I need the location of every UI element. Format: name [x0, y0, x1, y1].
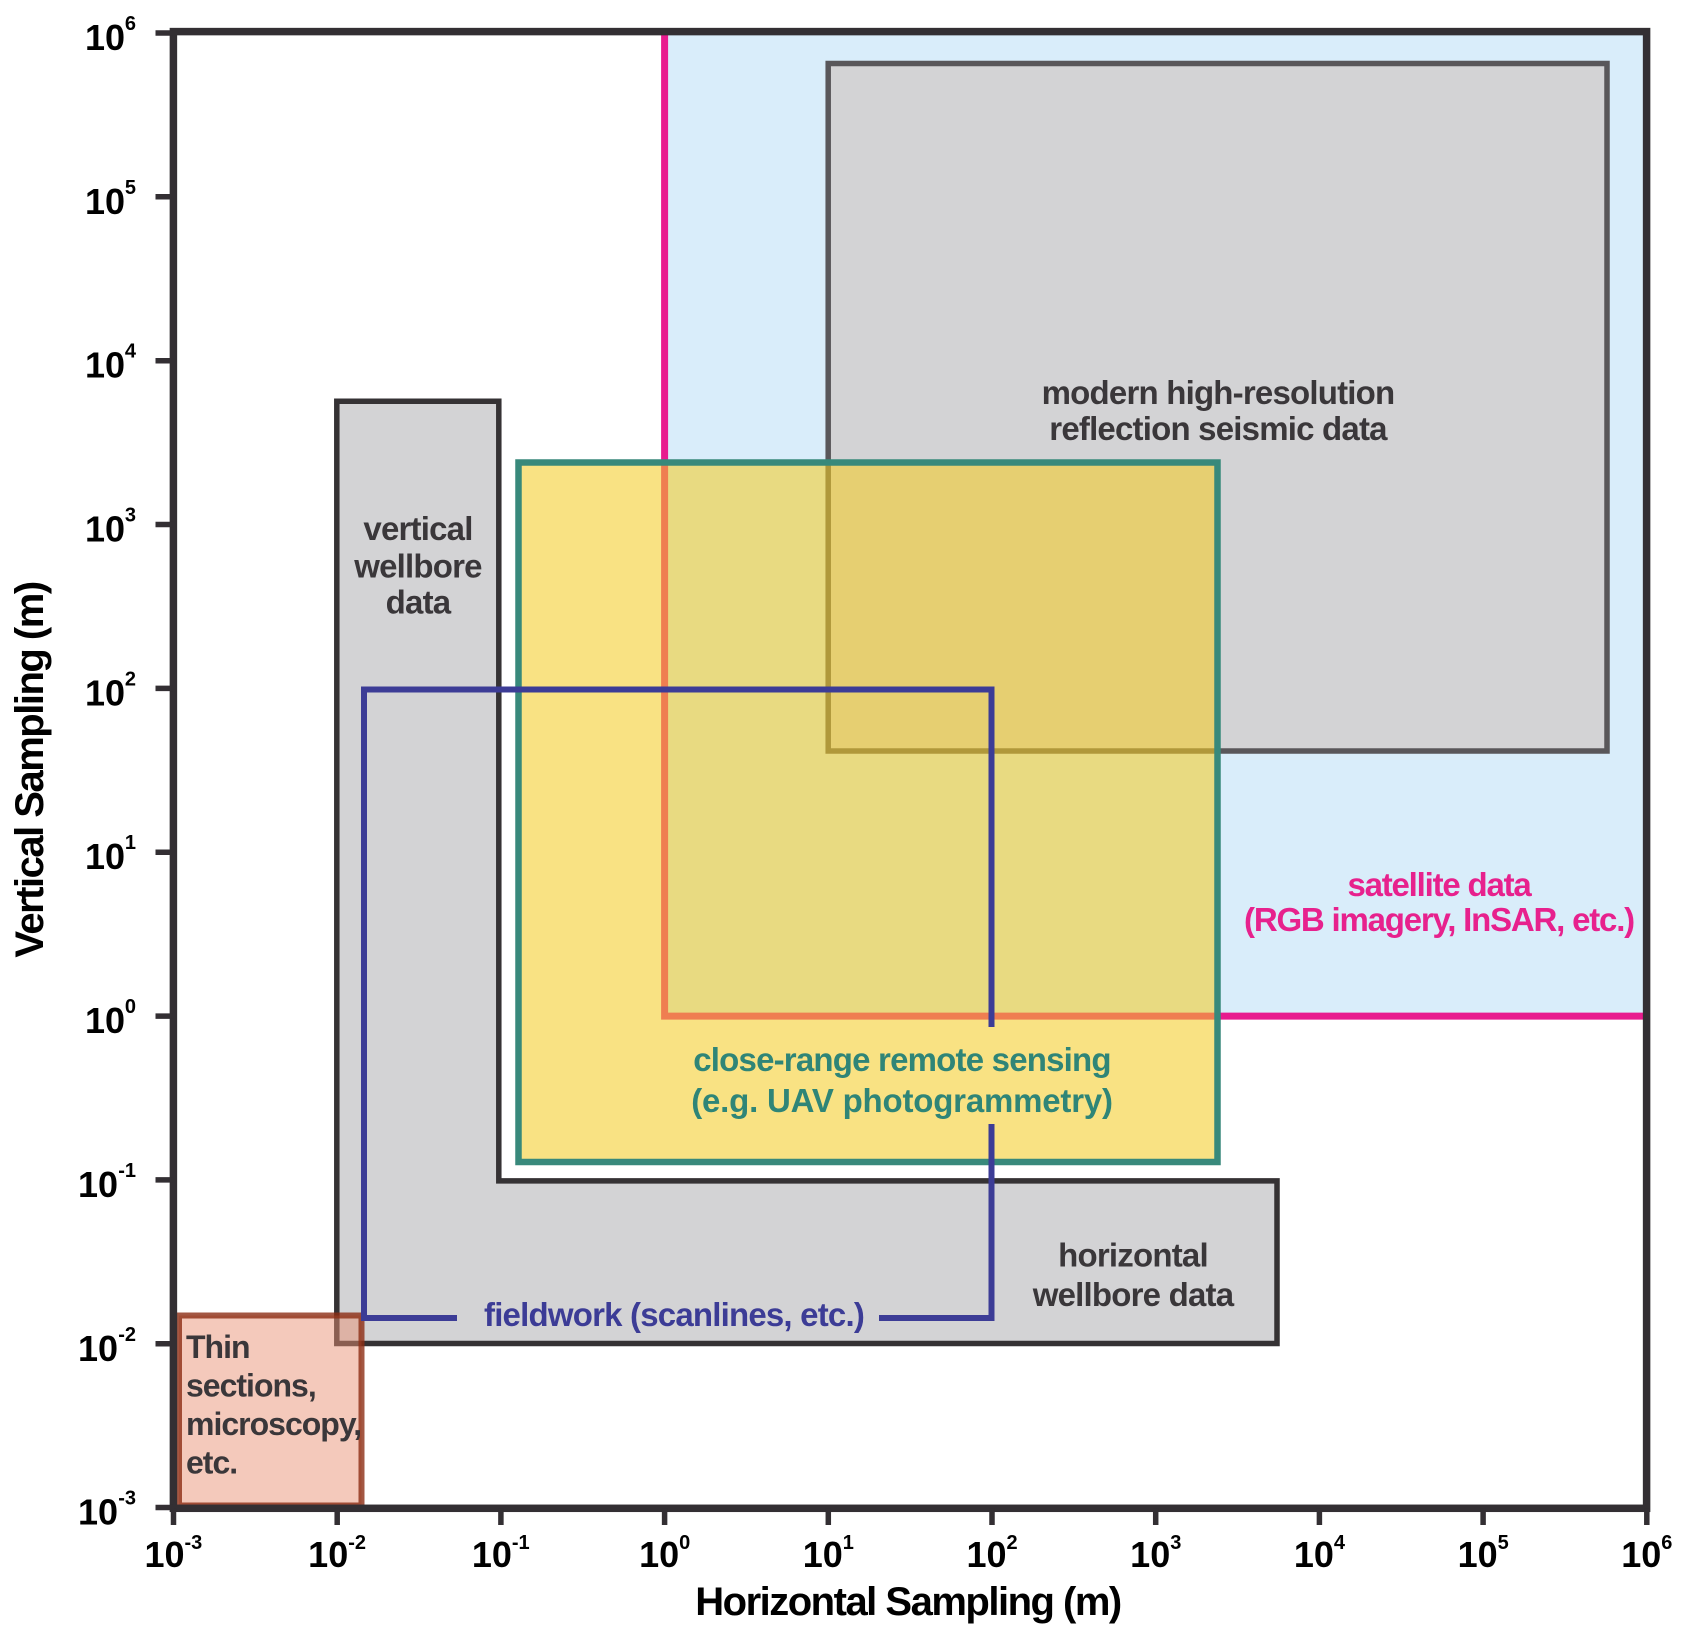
svg-text:10: 10: [639, 1534, 679, 1575]
svg-text:Horizontal Sampling (m): Horizontal Sampling (m): [695, 1580, 1121, 1624]
svg-text:10: 10: [85, 345, 125, 386]
svg-text:sections,: sections,: [186, 1368, 316, 1404]
svg-text:10: 10: [85, 17, 125, 58]
svg-text:10: 10: [1621, 1534, 1661, 1575]
svg-text:(RGB imagery, InSAR, etc.): (RGB imagery, InSAR, etc.): [1244, 901, 1634, 938]
svg-text:10: 10: [85, 836, 125, 877]
svg-text:3: 3: [1170, 1532, 1181, 1554]
svg-text:10: 10: [308, 1534, 348, 1575]
svg-text:4: 4: [1334, 1532, 1346, 1554]
svg-text:fieldwork (scanlines, etc.): fieldwork (scanlines, etc.): [484, 1296, 864, 1333]
svg-text:-3: -3: [118, 1488, 136, 1510]
svg-text:-1: -1: [118, 1160, 136, 1182]
svg-text:-2: -2: [348, 1532, 366, 1554]
svg-text:6: 6: [1661, 1532, 1672, 1554]
svg-text:10: 10: [803, 1534, 843, 1575]
svg-text:(e.g. UAV photogrammetry): (e.g. UAV photogrammetry): [691, 1082, 1113, 1119]
svg-text:10: 10: [1130, 1534, 1170, 1575]
svg-text:etc.: etc.: [186, 1445, 237, 1481]
svg-text:reflection seismic data: reflection seismic data: [1049, 410, 1388, 447]
svg-text:10: 10: [85, 181, 125, 222]
svg-text:10: 10: [78, 1164, 118, 1205]
svg-text:10: 10: [144, 1534, 184, 1575]
svg-text:3: 3: [125, 505, 136, 527]
svg-text:10: 10: [78, 1492, 118, 1533]
svg-text:2: 2: [1007, 1532, 1018, 1554]
svg-text:Thin: Thin: [186, 1329, 250, 1365]
svg-text:4: 4: [125, 341, 137, 363]
svg-text:1: 1: [125, 832, 136, 854]
svg-text:10: 10: [472, 1534, 512, 1575]
svg-text:microscopy,: microscopy,: [186, 1406, 361, 1442]
svg-text:wellbore data: wellbore data: [1032, 1276, 1235, 1313]
svg-text:10: 10: [78, 1328, 118, 1369]
svg-text:data: data: [386, 584, 452, 621]
svg-text:10: 10: [1458, 1534, 1498, 1575]
svg-text:1: 1: [843, 1532, 854, 1554]
svg-text:10: 10: [966, 1534, 1006, 1575]
svg-text:0: 0: [125, 996, 136, 1018]
svg-text:-3: -3: [185, 1532, 203, 1554]
svg-text:5: 5: [1498, 1532, 1509, 1554]
svg-text:5: 5: [125, 177, 136, 199]
svg-text:Vertical Sampling (m): Vertical Sampling (m): [8, 582, 52, 957]
svg-text:6: 6: [125, 13, 136, 35]
svg-text:vertical: vertical: [363, 510, 472, 547]
svg-text:0: 0: [679, 1532, 690, 1554]
svg-text:close-range remote sensing: close-range remote sensing: [693, 1041, 1111, 1078]
svg-text:wellbore: wellbore: [353, 548, 482, 585]
svg-text:modern high-resolution: modern high-resolution: [1042, 374, 1395, 411]
svg-text:satellite data: satellite data: [1347, 866, 1532, 903]
svg-text:10: 10: [85, 672, 125, 713]
svg-text:horizontal: horizontal: [1058, 1237, 1208, 1274]
svg-text:10: 10: [1294, 1534, 1334, 1575]
svg-text:-1: -1: [512, 1532, 530, 1554]
svg-text:-2: -2: [118, 1324, 136, 1346]
svg-text:10: 10: [85, 1000, 125, 1041]
svg-text:2: 2: [125, 668, 136, 690]
svg-text:10: 10: [85, 509, 125, 550]
